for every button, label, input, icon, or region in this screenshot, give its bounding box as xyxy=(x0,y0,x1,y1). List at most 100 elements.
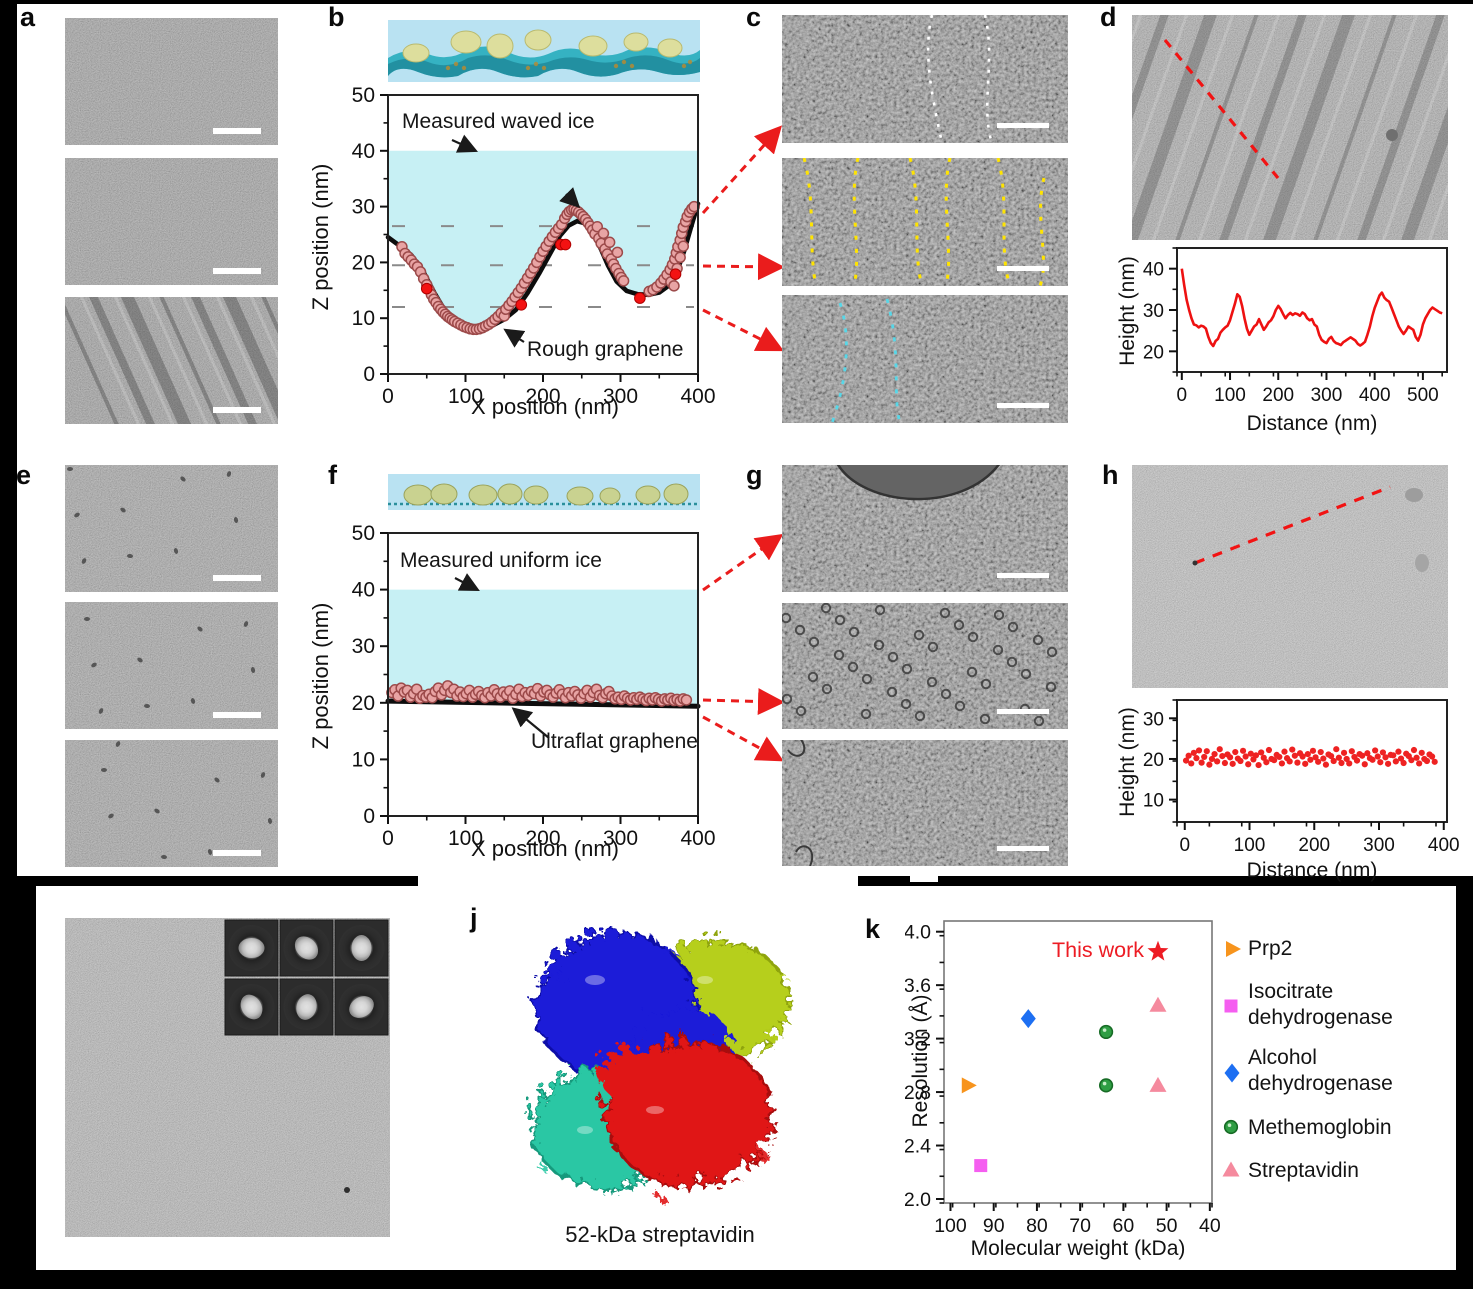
svg-text:40: 40 xyxy=(352,579,375,602)
svg-text:0: 0 xyxy=(363,805,375,828)
svg-text:20: 20 xyxy=(352,251,375,274)
annotation-measured-uniform-ice: Measured uniform ice xyxy=(400,549,602,572)
svg-text:400: 400 xyxy=(680,385,715,408)
band-patch-1 xyxy=(418,872,858,888)
svg-text:0: 0 xyxy=(363,363,375,386)
svg-text:100: 100 xyxy=(448,827,483,850)
svg-text:200: 200 xyxy=(1262,385,1294,406)
h-xlabel: Distance (nm) xyxy=(1246,859,1378,882)
svg-text:100: 100 xyxy=(934,1215,967,1237)
svg-text:10: 10 xyxy=(352,307,375,330)
band-patch-2 xyxy=(910,872,938,882)
svg-text:30: 30 xyxy=(1143,301,1164,322)
svg-text:100: 100 xyxy=(1234,835,1266,856)
tem-c-top xyxy=(782,15,1068,143)
svg-text:500: 500 xyxy=(1407,385,1439,406)
svg-text:200: 200 xyxy=(525,385,560,408)
svg-text:400: 400 xyxy=(1359,385,1391,406)
panel-letter-k: k xyxy=(865,914,881,944)
svg-text:4.0: 4.0 xyxy=(905,922,931,944)
svg-text:0: 0 xyxy=(1177,385,1188,406)
svg-text:400: 400 xyxy=(1428,835,1460,856)
svg-text:90: 90 xyxy=(983,1215,1005,1237)
svg-text:3.6: 3.6 xyxy=(905,975,931,997)
tem-e-2 xyxy=(65,740,278,867)
panel-letter-c: c xyxy=(746,2,762,32)
panel-f-plot: 0 100 200 300 400 0 10 20 30 40 50 xyxy=(352,523,716,850)
panel-letter-j: j xyxy=(470,903,478,933)
svg-text:80: 80 xyxy=(1026,1215,1048,1237)
tem-g-mid xyxy=(782,603,1068,729)
annotation-measured-waved-ice: Measured waved ice xyxy=(402,110,595,133)
panel-letter-f: f xyxy=(328,460,337,490)
tem-d xyxy=(1132,15,1448,240)
tem-h xyxy=(1132,465,1448,688)
svg-text:2.4: 2.4 xyxy=(905,1136,931,1158)
j-caption: 52-kDa streptavidin xyxy=(565,1222,755,1247)
svg-text:200: 200 xyxy=(525,827,560,850)
svg-text:0: 0 xyxy=(382,827,394,850)
legend-label-streptavidin: Streptavidin xyxy=(1248,1159,1359,1182)
svg-text:200: 200 xyxy=(1298,835,1330,856)
panel-d-profile-plot: 0 100 200 300 400 500 20 30 40 xyxy=(1143,247,1448,406)
legend-label-isocitrate: Isocitrate dehydrogenase xyxy=(1248,980,1393,1029)
svg-text:0: 0 xyxy=(1179,835,1190,856)
panel-letter-a: a xyxy=(20,2,36,32)
svg-text:60: 60 xyxy=(1113,1215,1135,1237)
svg-text:100: 100 xyxy=(448,385,483,408)
waved-ice-schematic xyxy=(388,20,700,82)
svg-text:300: 300 xyxy=(1311,385,1343,406)
svg-text:30: 30 xyxy=(352,635,375,658)
svg-text:70: 70 xyxy=(1069,1215,1091,1237)
svg-text:100: 100 xyxy=(1214,385,1246,406)
svg-text:40: 40 xyxy=(1199,1215,1221,1237)
tem-e-1 xyxy=(65,602,278,729)
svg-text:30: 30 xyxy=(352,196,375,219)
svg-text:0: 0 xyxy=(382,385,394,408)
svg-text:50: 50 xyxy=(352,85,375,107)
panel-letter-e: e xyxy=(16,460,32,490)
d-xlabel: Distance (nm) xyxy=(1246,412,1378,435)
svg-text:40: 40 xyxy=(352,140,375,163)
svg-text:3.2: 3.2 xyxy=(905,1029,931,1051)
legend-label-prp2: Prp2 xyxy=(1248,937,1293,960)
tem-c-mid xyxy=(782,158,1068,286)
panel-letter-h: h xyxy=(1102,460,1119,490)
uniform-ice-schematic xyxy=(388,474,700,510)
tem-g-top xyxy=(782,465,1068,592)
tem-e-0 xyxy=(65,465,278,592)
svg-text:20: 20 xyxy=(1143,750,1164,771)
svg-text:300: 300 xyxy=(603,385,638,408)
annotation-rough-graphene: Rough graphene xyxy=(527,338,684,361)
svg-text:300: 300 xyxy=(1363,835,1395,856)
panel-letter-d: d xyxy=(1100,2,1117,32)
svg-text:50: 50 xyxy=(352,523,375,545)
svg-text:10: 10 xyxy=(352,748,375,771)
svg-text:20: 20 xyxy=(352,692,375,715)
svg-text:20: 20 xyxy=(1143,342,1164,363)
tem-g-bot xyxy=(782,740,1068,866)
f-xlabel: X position (nm) xyxy=(471,836,619,861)
svg-text:50: 50 xyxy=(1156,1215,1178,1237)
panel-h-profile-plot: 0 100 200 300 400 10 20 30 xyxy=(1143,699,1460,856)
annotation-ultraflat-graphene: Ultraflat graphene xyxy=(531,730,698,753)
k-this-work-label: This work xyxy=(1052,938,1144,962)
tem-c-bot xyxy=(782,295,1068,423)
panel-letter-b: b xyxy=(328,2,345,32)
legend-label-methemoglobin: Methemoglobin xyxy=(1248,1116,1392,1139)
streptavidin-density-map xyxy=(525,925,784,1196)
tem-a-minus60 xyxy=(65,18,278,145)
svg-text:2.0: 2.0 xyxy=(905,1189,931,1211)
panel-b-plot: 0 100 200 300 400 0 10 20 30 40 50 xyxy=(352,85,716,408)
panel-letter-g: g xyxy=(746,460,763,490)
tem-a-60 xyxy=(65,297,278,424)
svg-text:40: 40 xyxy=(1143,260,1164,281)
tem-i xyxy=(65,918,390,1237)
svg-text:10: 10 xyxy=(1143,791,1164,812)
tem-a-0 xyxy=(65,158,278,285)
svg-text:300: 300 xyxy=(603,827,638,850)
k-xlabel: Molecular weight (kDa) xyxy=(970,1237,1186,1260)
svg-text:400: 400 xyxy=(680,827,715,850)
b-xlabel: X position (nm) xyxy=(471,394,619,419)
